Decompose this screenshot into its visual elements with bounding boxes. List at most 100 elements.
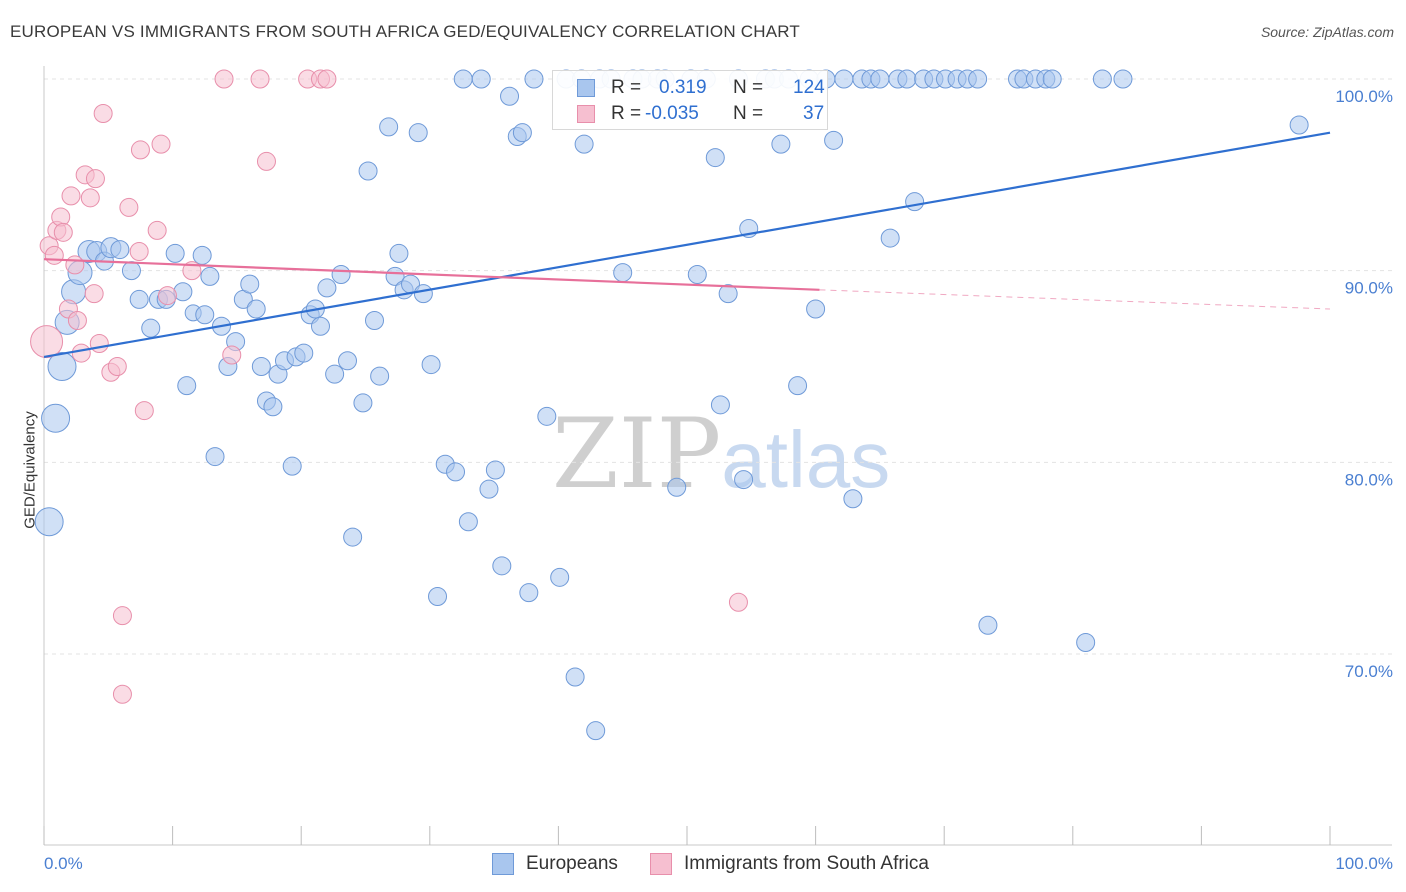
europeans-point — [408, 123, 428, 143]
immigrants-point — [84, 284, 104, 304]
bottom-legend-swatch-pink — [650, 853, 672, 875]
europeans-point — [788, 376, 808, 396]
europeans-point — [479, 479, 499, 499]
immigrants-point — [119, 197, 139, 217]
y-tick-label: 90.0% — [1345, 279, 1393, 298]
europeans-point — [537, 406, 557, 426]
europeans-point — [978, 615, 998, 635]
europeans-point — [824, 130, 844, 150]
europeans-point — [574, 134, 594, 154]
europeans-point — [200, 266, 220, 286]
europeans-point — [246, 299, 266, 319]
legend-n-value: 124 — [793, 77, 825, 98]
europeans-point — [458, 512, 478, 532]
watermark: ZIPatlas — [552, 398, 890, 510]
europeans-point — [734, 470, 754, 490]
watermark-zip: ZIP — [552, 398, 722, 510]
legend-swatch-blue — [577, 79, 595, 97]
europeans-point — [471, 69, 491, 89]
europeans-point — [205, 447, 225, 467]
immigrants-point — [93, 104, 113, 123]
immigrants-point — [80, 188, 100, 208]
europeans-point — [195, 305, 215, 325]
tick-labels: 70.0% 80.0% 90.0% 100.0% 0.0% 100.0% — [44, 87, 1393, 873]
europeans-point — [379, 117, 399, 137]
immigrants-point — [107, 357, 127, 376]
correlation-legend: R = 0.319 N = 124 R = -0.035 N = 37 — [552, 70, 828, 130]
europeans-point — [492, 556, 512, 576]
x-tick-label: 0.0% — [44, 854, 83, 873]
europeans-point — [251, 357, 271, 376]
europeans-point — [1042, 69, 1062, 89]
europeans-point — [453, 69, 473, 89]
europeans-point — [897, 69, 917, 89]
europeans-point — [353, 393, 373, 413]
immigrants-point — [61, 186, 81, 206]
europeans-point — [500, 86, 520, 106]
legend-n-label: N = — [733, 77, 764, 98]
legend-n-value: 37 — [803, 103, 825, 124]
europeans-point — [428, 587, 448, 606]
europeans-point — [34, 507, 64, 537]
europeans-point — [317, 278, 337, 298]
europeans-point — [806, 299, 826, 319]
immigrants-point — [65, 255, 85, 275]
europeans-point — [263, 397, 283, 417]
europeans-point — [358, 161, 378, 181]
europeans-point — [343, 527, 363, 547]
europeans-point — [565, 667, 585, 687]
europeans-point — [141, 318, 161, 338]
europeans-point — [667, 477, 687, 497]
immigrants-point — [89, 334, 109, 353]
legend-r-value: 0.319 — [659, 77, 707, 98]
europeans-point — [192, 245, 212, 265]
europeans-point — [718, 284, 738, 304]
europeans-point — [710, 395, 730, 415]
trend-lines — [43, 131, 1331, 359]
europeans-point — [446, 462, 466, 482]
europeans-point — [240, 274, 260, 294]
europeans-point — [110, 240, 130, 260]
europeans-point — [968, 69, 988, 89]
immigrants-point — [112, 606, 132, 626]
europeans-point — [834, 69, 854, 89]
immigrants-trend-extension — [819, 289, 1331, 310]
europeans-trend-line — [43, 131, 1331, 359]
europeans-point — [413, 284, 433, 304]
y-tick-label: 70.0% — [1345, 662, 1393, 681]
watermark-atlas: atlas — [721, 415, 891, 504]
europeans-point — [843, 489, 863, 509]
europeans-point — [41, 403, 71, 433]
europeans-point — [370, 366, 390, 386]
europeans-point — [1076, 633, 1096, 652]
europeans-point — [331, 265, 351, 284]
europeans-point — [586, 721, 606, 741]
immigrants-point — [151, 134, 171, 154]
source-credit: Source: ZipAtlas.com — [1260, 24, 1394, 40]
legend-swatch-pink — [577, 105, 595, 123]
europeans-point — [389, 243, 409, 263]
europeans-point — [512, 123, 532, 143]
europeans-point — [870, 69, 890, 89]
immigrants-point — [250, 69, 270, 89]
immigrants-points — [30, 69, 748, 704]
axes — [43, 66, 1392, 846]
europeans-point — [177, 376, 197, 396]
immigrants-point — [67, 311, 87, 330]
legend-r-value: -0.035 — [645, 103, 699, 124]
europeans-point — [1289, 115, 1309, 135]
europeans-point — [129, 289, 149, 309]
immigrants-point — [129, 242, 149, 261]
immigrants-point — [317, 69, 337, 89]
immigrants-point — [147, 220, 167, 240]
europeans-point — [524, 69, 544, 89]
europeans-point — [485, 460, 505, 480]
europeans-point — [282, 456, 302, 476]
europeans-point — [905, 192, 925, 212]
europeans-point — [337, 351, 357, 371]
immigrants-point — [71, 343, 91, 363]
immigrants-point — [222, 345, 242, 365]
europeans-point — [365, 311, 385, 330]
bottom-legend-label: Europeans — [526, 853, 618, 874]
europeans-point — [121, 261, 141, 281]
